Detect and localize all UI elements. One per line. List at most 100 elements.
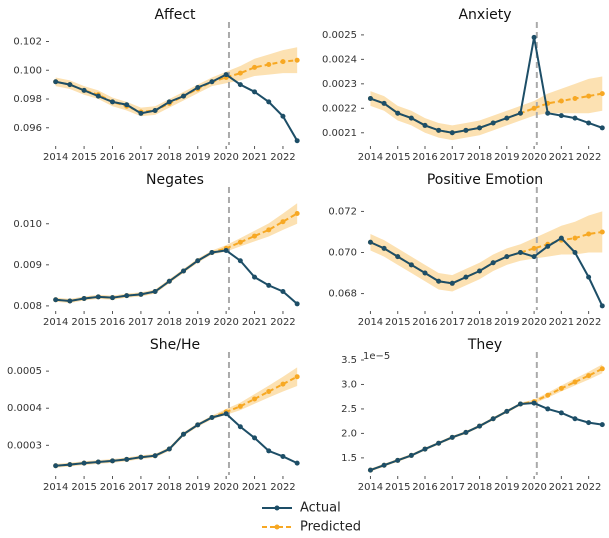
y-tick-label: 0.098 bbox=[13, 94, 42, 105]
legend-label: Predicted bbox=[300, 520, 361, 535]
point bbox=[422, 446, 428, 452]
point bbox=[558, 235, 564, 241]
y-tick-label: 0.008 bbox=[13, 301, 42, 312]
point bbox=[367, 239, 373, 245]
point bbox=[252, 274, 258, 280]
x-tick-label: 2019 bbox=[185, 152, 210, 163]
point bbox=[237, 82, 243, 88]
x-tick-label: 2014 bbox=[358, 482, 383, 493]
series-line bbox=[55, 375, 298, 467]
point bbox=[490, 416, 496, 422]
point bbox=[195, 422, 201, 428]
point bbox=[166, 278, 172, 284]
chart-title: Anxiety bbox=[458, 7, 511, 23]
point bbox=[572, 250, 578, 255]
point bbox=[381, 245, 387, 251]
point bbox=[599, 422, 605, 428]
point bbox=[463, 429, 469, 435]
axis-offset: 1e−5 bbox=[363, 351, 390, 362]
point bbox=[81, 460, 87, 466]
point bbox=[531, 245, 537, 251]
point bbox=[572, 96, 578, 102]
series-line bbox=[370, 402, 603, 472]
point bbox=[110, 458, 115, 464]
chart-title: Affect bbox=[154, 7, 196, 23]
y-tick-label: 3.5 bbox=[341, 355, 357, 366]
x-tick-label: 2017 bbox=[440, 317, 465, 328]
point bbox=[252, 64, 258, 70]
y-tick-label: 0.0021 bbox=[322, 128, 357, 139]
point bbox=[152, 453, 158, 459]
point bbox=[294, 210, 300, 216]
x-tick-label: 2020 bbox=[521, 152, 546, 163]
legend-marker bbox=[274, 524, 280, 530]
point bbox=[294, 460, 300, 466]
point bbox=[490, 120, 496, 126]
x-tick-label: 2021 bbox=[242, 482, 267, 493]
x-tick-label: 2017 bbox=[128, 152, 153, 163]
point bbox=[558, 113, 564, 119]
point bbox=[463, 274, 469, 280]
point bbox=[124, 293, 130, 299]
chart-title: Negates bbox=[146, 172, 204, 188]
chart-title: She/He bbox=[150, 337, 200, 353]
point bbox=[449, 280, 455, 286]
x-tick-label: 2016 bbox=[100, 317, 125, 328]
point bbox=[545, 110, 551, 116]
x-tick-label: 2014 bbox=[43, 482, 68, 493]
point bbox=[152, 289, 158, 295]
point bbox=[280, 381, 286, 387]
point bbox=[463, 127, 469, 133]
x-tick-label: 2018 bbox=[467, 152, 492, 163]
point bbox=[209, 79, 215, 85]
y-tick-label: 0.068 bbox=[328, 289, 357, 300]
x-tick-label: 2015 bbox=[385, 152, 410, 163]
y-tick-label: 0.070 bbox=[328, 248, 357, 259]
point bbox=[95, 93, 101, 99]
confidence-band bbox=[370, 211, 603, 292]
point bbox=[572, 379, 578, 385]
x-tick-label: 2021 bbox=[549, 152, 574, 163]
y-tick-label: 0.100 bbox=[13, 65, 42, 76]
point bbox=[67, 82, 73, 88]
point bbox=[408, 115, 414, 121]
point bbox=[223, 247, 229, 253]
legend: Actual Predicted bbox=[262, 501, 361, 535]
y-tick-label: 1.5 bbox=[341, 453, 357, 464]
y-tick-label: 0.0022 bbox=[322, 103, 357, 114]
point bbox=[599, 303, 605, 309]
point bbox=[195, 258, 201, 264]
x-tick-label: 2019 bbox=[185, 482, 210, 493]
point bbox=[436, 278, 442, 284]
point bbox=[545, 406, 551, 412]
x-tick-label: 2019 bbox=[185, 317, 210, 328]
confidence-band bbox=[370, 76, 603, 141]
point bbox=[166, 99, 172, 105]
point bbox=[67, 298, 73, 304]
point bbox=[449, 130, 455, 136]
x-tick-label: 2020 bbox=[213, 317, 238, 328]
point bbox=[124, 456, 130, 462]
x-tick-label: 2018 bbox=[157, 482, 182, 493]
point bbox=[294, 374, 300, 380]
point bbox=[436, 127, 442, 133]
point bbox=[558, 98, 564, 104]
x-tick-label: 2014 bbox=[358, 317, 383, 328]
point bbox=[531, 254, 537, 260]
point bbox=[223, 411, 229, 417]
x-tick-label: 2021 bbox=[242, 317, 267, 328]
x-tick-label: 2015 bbox=[71, 482, 96, 493]
confidence-band bbox=[55, 367, 298, 468]
point bbox=[599, 229, 605, 235]
point bbox=[436, 440, 442, 446]
x-tick-label: 2015 bbox=[71, 317, 96, 328]
point bbox=[138, 291, 144, 297]
x-tick-label: 2016 bbox=[100, 482, 125, 493]
point bbox=[408, 262, 414, 268]
point bbox=[477, 423, 483, 429]
point bbox=[53, 463, 59, 469]
point bbox=[209, 250, 215, 255]
point bbox=[110, 295, 115, 301]
x-tick-label: 2018 bbox=[157, 317, 182, 328]
y-tick-label: 0.0004 bbox=[7, 403, 42, 414]
